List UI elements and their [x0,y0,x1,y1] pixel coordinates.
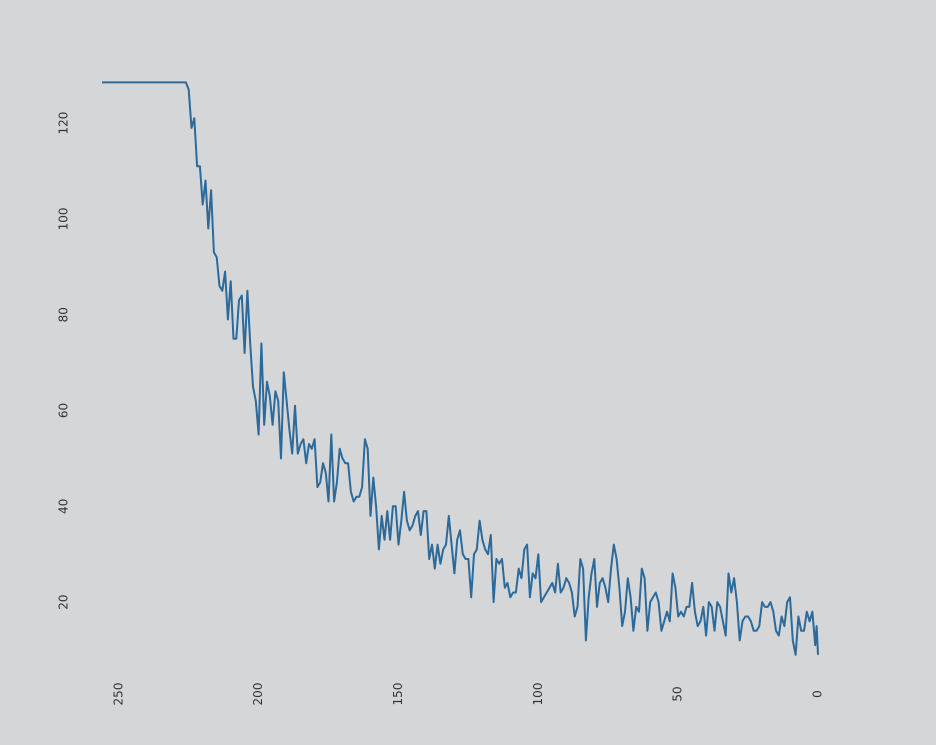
x-tick-label: 200 [251,683,265,706]
y-axis-tick-labels: 20 40 60 80 100 120 [57,112,71,610]
series-line-1 [102,81,819,656]
x-tick-label: 250 [111,683,125,706]
y-tick-label: 120 [57,112,71,135]
plot-area [102,81,819,656]
y-tick-label: 20 [57,594,71,609]
x-tick-label: 50 [671,686,685,701]
y-tick-label: 100 [57,207,71,230]
y-tick-label: 80 [57,307,71,322]
y-tick-label: 40 [57,499,71,514]
x-tick-label: 0 [811,690,825,698]
x-tick-label: 100 [531,683,545,706]
x-axis-tick-labels: 250 200 150 100 50 0 [111,683,824,706]
y-tick-label: 60 [57,403,71,418]
x-tick-label: 150 [391,683,405,706]
